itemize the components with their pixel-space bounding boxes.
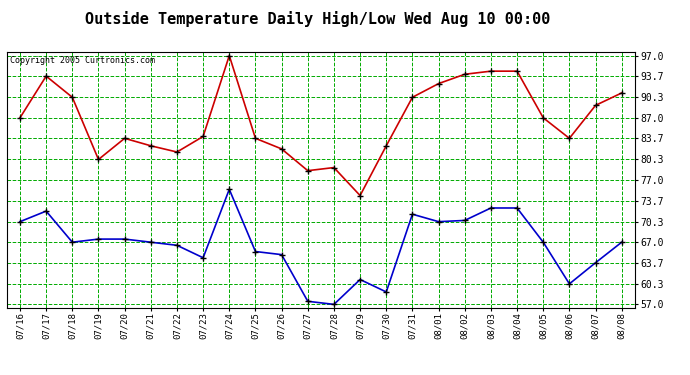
Text: Copyright 2005 Curtronics.com: Copyright 2005 Curtronics.com <box>10 56 155 65</box>
Text: Outside Temperature Daily High/Low Wed Aug 10 00:00: Outside Temperature Daily High/Low Wed A… <box>85 11 550 27</box>
